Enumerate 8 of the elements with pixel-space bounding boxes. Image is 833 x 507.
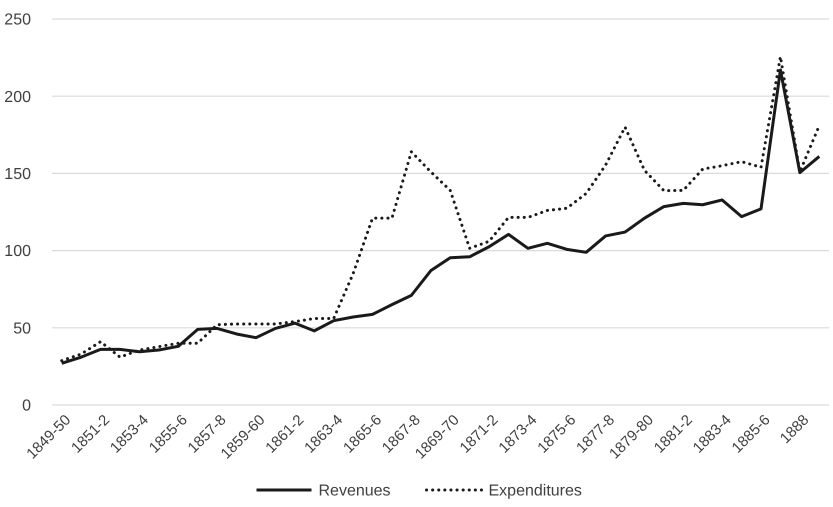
y-tick-label: 150: [4, 166, 32, 183]
legend-label: Revenues: [318, 482, 391, 500]
legend-label: Expenditures: [488, 482, 582, 500]
y-tick-label: 200: [4, 88, 32, 106]
y-tick-label: 50: [13, 320, 32, 338]
y-tick-label: 100: [4, 243, 32, 260]
y-tick-label: 250: [4, 12, 32, 29]
y-tick-label: 0: [22, 398, 32, 415]
